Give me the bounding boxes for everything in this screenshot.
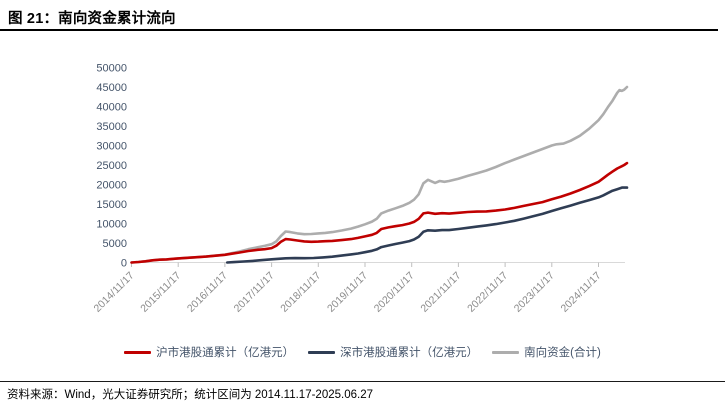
legend-label: 沪市港股通累计（亿港元） xyxy=(156,347,295,359)
series-line-0 xyxy=(130,161,629,264)
x-axis-tick-label: 2020/11/17 xyxy=(372,270,417,315)
y-axis-tick-label: 20000 xyxy=(96,180,127,192)
footer-divider xyxy=(0,381,725,382)
x-axis-tick-label: 2018/11/17 xyxy=(278,270,323,315)
y-axis-tick-label: 0 xyxy=(121,258,127,270)
x-axis-tick-label: 2014/11/17 xyxy=(92,270,137,315)
legend-line-red xyxy=(124,350,152,354)
y-axis-tick-label: 10000 xyxy=(96,219,127,231)
legend-item-sz-connect: 深市港股通累计（亿港元） xyxy=(308,344,478,360)
chart-legend: 沪市港股通累计（亿港元） 深市港股通累计（亿港元） 南向资金(合计) xyxy=(0,344,725,360)
x-axis-tick-label: 2019/11/17 xyxy=(325,270,370,315)
series-line-1 xyxy=(225,186,629,264)
y-axis-tick-label: 35000 xyxy=(96,121,127,133)
title-divider xyxy=(0,29,718,31)
x-axis-tick-label: 2022/11/17 xyxy=(465,270,510,315)
series-line-2 xyxy=(130,85,629,264)
chart-canvas: 0 5000 10000 15000 20000 25000 30000 35000 40000… xyxy=(92,63,629,315)
legend-item-sh-connect: 沪市港股通累计（亿港元） xyxy=(124,344,294,360)
y-axis-tick-label: 45000 xyxy=(96,82,127,94)
source-note: 资料来源：Wind，光大证券研究所；统计区间为 2014.11.17-2025.… xyxy=(7,389,373,401)
line-chart: 0 5000 10000 15000 20000 25000 30000 35000 40000… xyxy=(0,40,725,342)
y-axis-tick-label: 25000 xyxy=(96,160,127,172)
x-axis-tick-label: 2015/11/17 xyxy=(138,270,183,315)
y-axis-tick-label: 5000 xyxy=(103,238,127,250)
figure-title: 图 21：南向资金累计流向 xyxy=(8,11,176,27)
x-axis-tick-label: 2017/11/17 xyxy=(232,270,277,315)
legend-label: 深市港股通累计（亿港元） xyxy=(340,347,479,359)
y-axis-tick-label: 50000 xyxy=(96,63,127,75)
x-axis-tick-label: 2023/11/17 xyxy=(512,270,557,315)
x-axis-tick-label: 2016/11/17 xyxy=(185,270,230,315)
legend-line-navy xyxy=(308,350,336,354)
y-axis-tick-label: 30000 xyxy=(96,141,127,153)
y-axis-tick-label: 15000 xyxy=(96,199,127,211)
x-axis-tick-label: 2024/11/17 xyxy=(559,270,604,315)
legend-item-total: 南向资金(合计) xyxy=(492,344,601,360)
x-axis-tick-label: 2021/11/17 xyxy=(418,270,463,315)
legend-line-gray xyxy=(492,350,520,354)
legend-label: 南向资金(合计) xyxy=(524,347,601,359)
y-axis-tick-label: 40000 xyxy=(96,102,127,114)
